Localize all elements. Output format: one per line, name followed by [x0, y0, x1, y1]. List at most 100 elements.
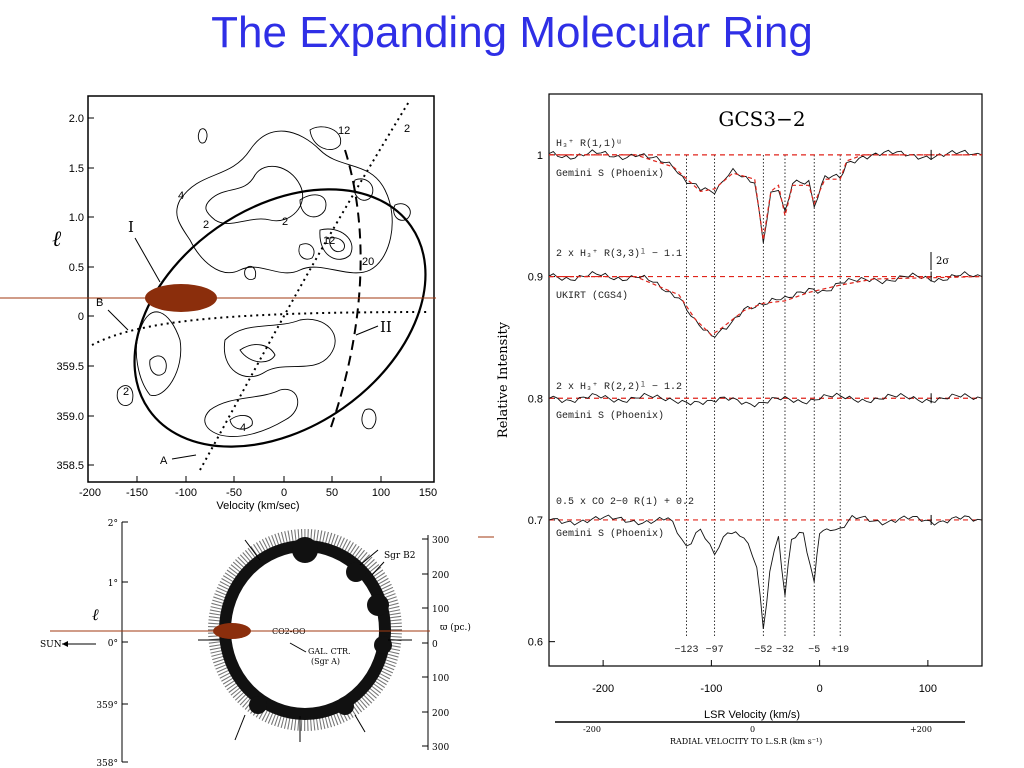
sigma-label: 2σ: [936, 256, 949, 267]
annotation-ii: II: [380, 318, 392, 336]
spectra-xtick-label: 0: [817, 683, 823, 695]
ring-left-tick-label: 1°: [108, 579, 118, 589]
contour-label: 4: [178, 190, 184, 202]
spectrum-label: 0.5 x CO 2−0 R(1) + 0.2: [556, 496, 694, 508]
ring-clump: [292, 537, 318, 563]
spectra-title: GCS3−2: [718, 107, 805, 131]
ring-left-tick-label: 358°: [96, 759, 118, 768]
spectrum-instrument: Gemini S (Phoenix): [556, 528, 664, 540]
ring-clump: [249, 696, 267, 714]
ring-right-tick-label: 200: [432, 709, 449, 719]
ring-left-tick-label: 0°: [108, 639, 118, 649]
xtick-label: -100: [175, 487, 197, 499]
bottom-axis-label: RADIAL VELOCITY TO L.S.R (km s⁻¹): [670, 737, 822, 746]
dotted-line-a: [199, 99, 411, 471]
ytick-label: 1.0: [69, 212, 84, 224]
ring-right-tick-label: 0: [432, 640, 438, 650]
bottom-velocity-axis: -200 0 +200 RADIAL VELOCITY TO L.S.R (km…: [555, 721, 965, 746]
ring-clump: [367, 594, 389, 616]
spectra-series: [548, 149, 983, 629]
spectrum-fit-curve: [549, 276, 983, 336]
bottom-axis-tick: -200: [583, 725, 601, 734]
spectrum-line: [548, 392, 983, 408]
spectrum-fit-curve: [549, 154, 982, 241]
contour-label: 2: [123, 386, 129, 398]
spectra-ytick-label: 0.8: [528, 393, 543, 405]
ytick-label: 2.0: [69, 113, 84, 125]
xtick-label: -200: [79, 487, 101, 499]
ytick-label: 359.5: [56, 361, 84, 373]
spectrum-line: [548, 271, 983, 338]
ring-ylabel: ℓ: [92, 605, 99, 624]
ytick-label: 359.0: [56, 411, 84, 423]
sun-label: SUN: [40, 640, 62, 650]
ytick-label: 358.5: [56, 460, 84, 472]
spectra-xticks: -200 -100 0 100: [592, 660, 937, 695]
spectra-ytick-label: 1: [537, 150, 543, 162]
contour-label: 2: [203, 219, 209, 231]
contour-label: 2: [282, 216, 288, 228]
contour-map: 2.0 1.5 1.0 0.5 0 359.5 359.0 358.5 ℓ -2…: [52, 95, 437, 512]
annotation-b: B: [96, 297, 103, 309]
ring-clump: [374, 636, 392, 654]
ytick-label: 0.5: [69, 262, 84, 274]
absorption-velocity-label: +19: [831, 645, 849, 656]
ring-right-axis-label: ϖ (pc.): [440, 622, 471, 633]
ring-clump: [336, 697, 354, 715]
expansion-arrows: [198, 539, 412, 742]
spectra-ylabel: Relative Intensity: [496, 321, 511, 438]
contour-label: 12: [323, 235, 335, 247]
slide-title: The Expanding Molecular Ring: [211, 8, 813, 57]
ring-marker-bottom: [213, 623, 251, 639]
xtick-label: 100: [372, 487, 390, 499]
contour-map-frame: [87, 95, 435, 483]
bottom-axis-tick: 0: [750, 725, 755, 734]
spectrum-instrument: UKIRT (CGS4): [556, 290, 628, 302]
spectrum-line: [548, 514, 983, 629]
ring-left-tick-label: 359°: [96, 701, 118, 711]
spectra-xtick-label: -200: [592, 683, 614, 695]
spectra-xlabel: LSR Velocity (km/s): [704, 709, 800, 721]
ring-diagram: 2° 1° 0° 359° 358° ℓ SUN 300 200 100 0 1…: [40, 519, 471, 768]
contour-map-xlabel: Velocity (km/sec): [216, 500, 299, 512]
sgr-a-label: (Sgr A): [311, 657, 340, 666]
absorption-velocity-label: −5: [808, 645, 820, 656]
xtick-label: -50: [226, 487, 242, 499]
ytick-label: 1.5: [69, 163, 84, 175]
contour-label: 4: [240, 422, 246, 434]
spectra-xtick-label: -100: [700, 683, 722, 695]
spectrum-instrument: Gemini S (Phoenix): [556, 410, 664, 422]
spectrum-label: 2 x H₃⁺ R(3,3)ˡ − 1.1: [556, 248, 682, 260]
contour-map-ylabel: ℓ: [52, 227, 62, 252]
absorption-velocity-labels: −123 −97 −52 −32 −5 +19: [674, 645, 849, 656]
ring-right-tick-label: 300: [432, 536, 449, 546]
contour-map-yticks: 2.0 1.5 1.0 0.5 0 359.5 359.0 358.5: [56, 113, 94, 472]
spectrum-label: 2 x H₃⁺ R(2,2)ˡ − 1.2: [556, 381, 682, 393]
absorption-velocity-label: −97: [706, 645, 724, 656]
contour-label: 12: [338, 125, 350, 137]
annotation-a: A: [160, 455, 168, 467]
spectrum-line: [548, 149, 983, 243]
contour-map-xticks: -200 -150 -100 -50 0 50 100 150: [79, 476, 437, 499]
ytick-label: 0: [78, 311, 84, 323]
spectra-frame: [548, 93, 983, 667]
xtick-label: -150: [126, 487, 148, 499]
ring-left-ticks: 2° 1° 0° 359° 358°: [96, 519, 128, 768]
spectra-xtick-label: 100: [919, 683, 937, 695]
dashed-curve-ii: [329, 149, 362, 431]
xtick-label: 50: [326, 487, 338, 499]
absorption-velocity-label: −52: [754, 645, 772, 656]
ring-clump: [346, 562, 366, 582]
ring-left-tick-label: 2°: [108, 519, 118, 529]
contour-label: 2: [404, 123, 410, 135]
absorption-velocity-label: −123: [674, 645, 698, 656]
spectra-yticks: 1 0.9 0.8 0.7 0.6: [528, 150, 555, 649]
spectra-chart: GCS3−2 Relative Intensity 10.90.80.70.6 …: [496, 93, 983, 721]
ring-right-ticks: 300 200 100 0 100 200 300: [422, 536, 449, 753]
absorption-velocity-lines: [686, 155, 841, 638]
sgr-b2-label: Sgr B2: [384, 551, 415, 561]
ring-right-tick-label: 300: [432, 743, 449, 753]
annotation-i: I: [128, 218, 134, 236]
bottom-axis-tick: +200: [910, 725, 932, 734]
